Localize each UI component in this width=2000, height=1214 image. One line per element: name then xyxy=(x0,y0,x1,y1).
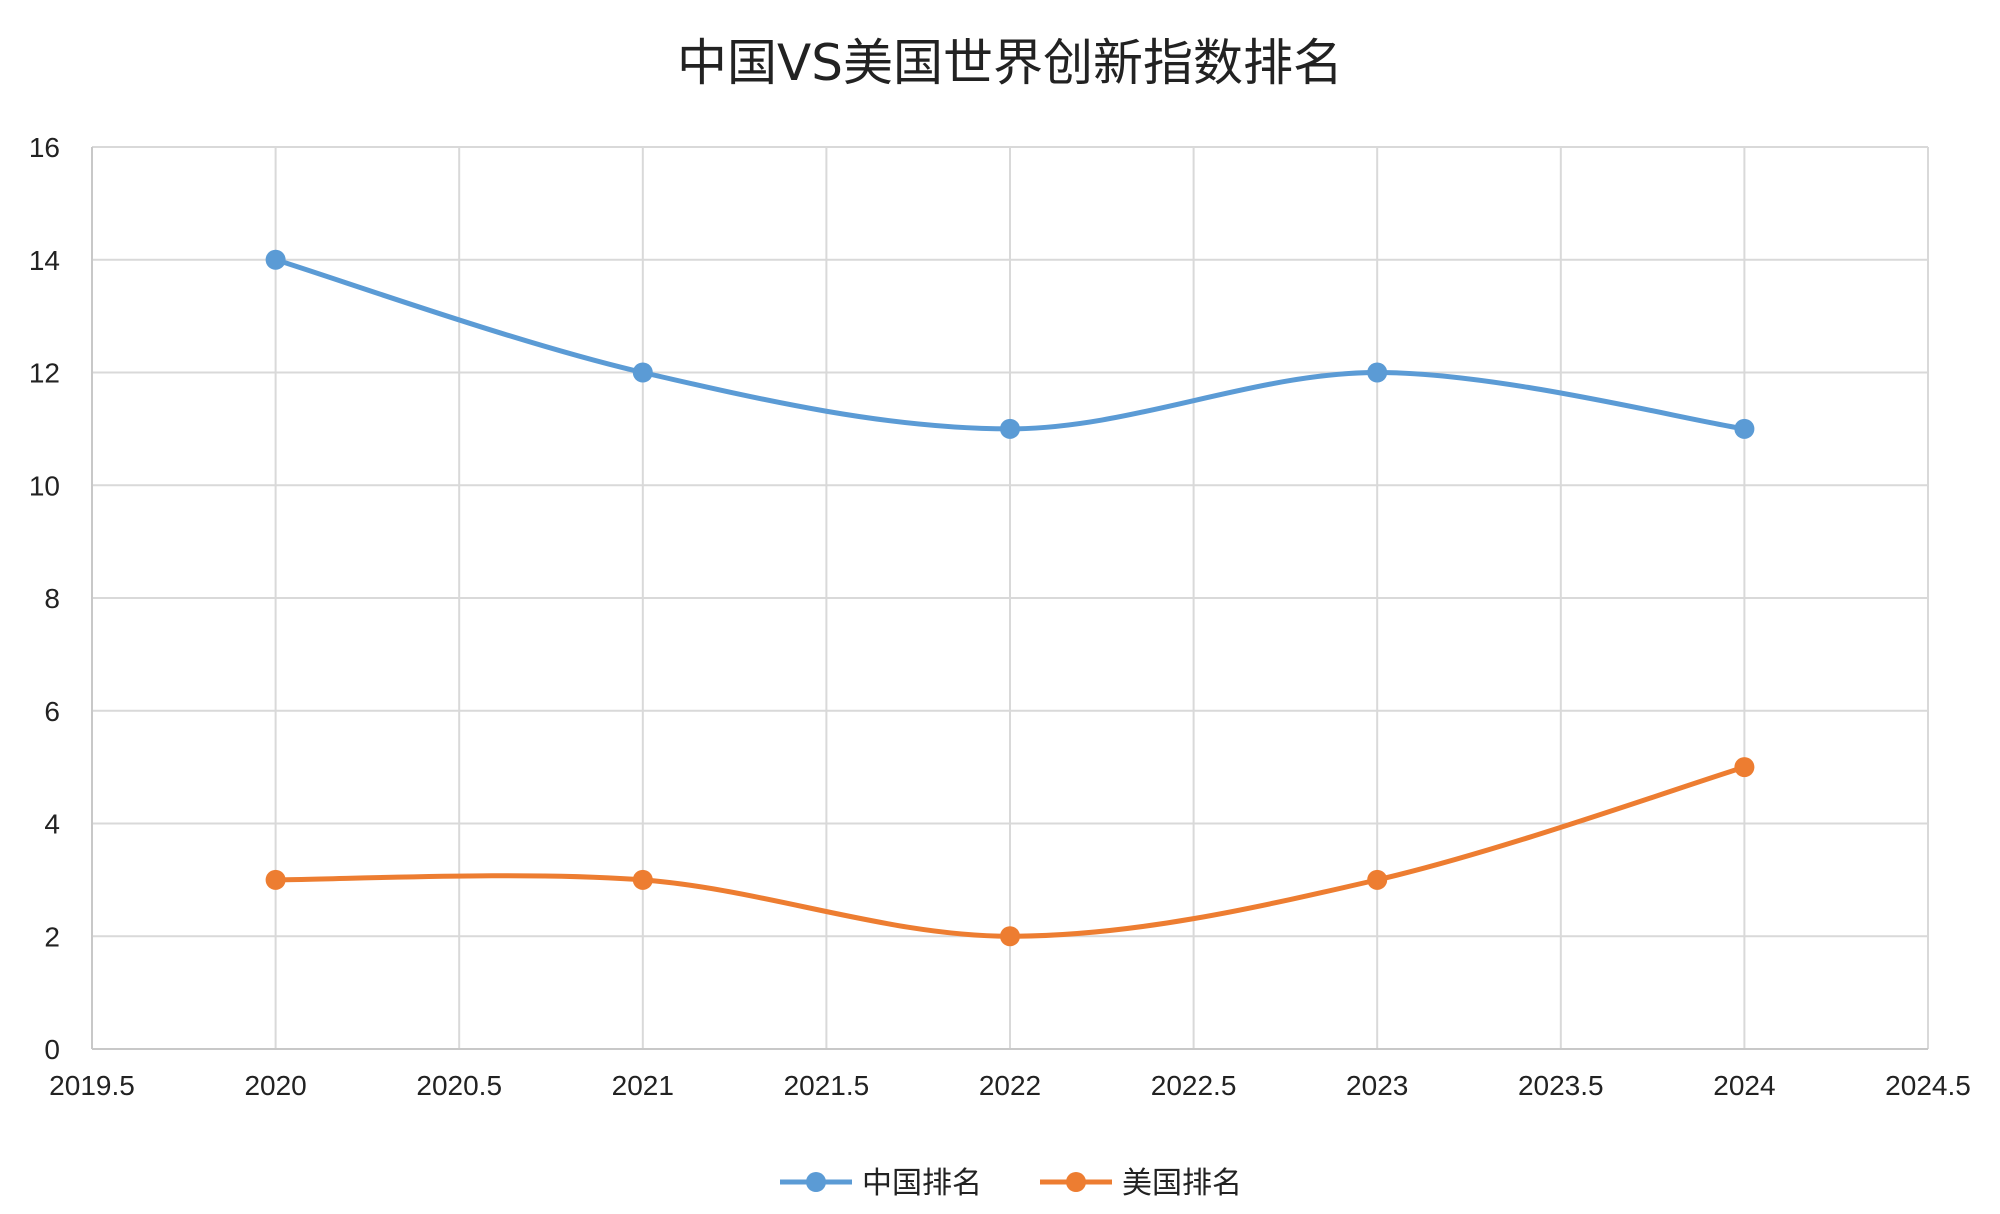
x-tick-label: 2020 xyxy=(244,1070,306,1101)
y-tick-label: 8 xyxy=(44,583,60,614)
data-point xyxy=(265,869,286,890)
data-point xyxy=(1734,757,1755,778)
x-tick-label: 2020.5 xyxy=(416,1070,502,1101)
data-point xyxy=(632,362,653,383)
x-tick-label: 2023 xyxy=(1346,1070,1408,1101)
series-1 xyxy=(265,249,1755,439)
x-tick-label: 2022 xyxy=(979,1070,1041,1101)
legend-item: 美国排名 xyxy=(1040,1166,1242,1201)
grid xyxy=(92,146,1929,1049)
data-point xyxy=(1367,869,1388,890)
legend-marker xyxy=(806,1172,826,1192)
x-tick-label: 2024.5 xyxy=(1885,1070,1971,1101)
legend-item: 中国排名 xyxy=(780,1166,982,1201)
y-tick-label: 0 xyxy=(44,1034,60,1065)
y-tick-label: 10 xyxy=(29,470,60,501)
series-lines xyxy=(265,249,1755,947)
x-tick-label: 2021.5 xyxy=(784,1070,870,1101)
x-tick-label: 2019.5 xyxy=(49,1070,135,1101)
series-2 xyxy=(265,757,1755,947)
x-tick-label: 2022.5 xyxy=(1151,1070,1237,1101)
y-tick-label: 4 xyxy=(44,809,60,840)
tick-labels: 0 2 4 6 8 10 12 14 16 2019.5 2020 2020.5 2021 2021.5 2… xyxy=(29,132,1971,1101)
chart-title: 中国VS美国世界创新指数排名 xyxy=(677,34,1343,92)
legend: 中国排名 美国排名 xyxy=(780,1166,1242,1201)
legend-label: 中国排名 xyxy=(862,1166,982,1201)
y-tick-label: 12 xyxy=(29,358,60,389)
legend-marker xyxy=(1066,1172,1086,1192)
data-point xyxy=(1000,418,1020,439)
y-tick-label: 2 xyxy=(44,921,60,952)
data-point xyxy=(1734,418,1755,439)
data-point xyxy=(1367,362,1388,383)
x-tick-label: 2023.5 xyxy=(1518,1070,1604,1101)
axes xyxy=(91,147,1928,1050)
data-point xyxy=(265,249,286,270)
x-tick-label: 2024 xyxy=(1713,1070,1775,1101)
y-tick-label: 16 xyxy=(29,132,60,163)
legend-label: 美国排名 xyxy=(1122,1166,1242,1201)
y-tick-label: 14 xyxy=(29,245,60,276)
x-tick-label: 2021 xyxy=(612,1070,674,1101)
y-tick-label: 6 xyxy=(44,696,60,727)
data-point xyxy=(632,869,653,890)
data-point xyxy=(1000,926,1020,947)
